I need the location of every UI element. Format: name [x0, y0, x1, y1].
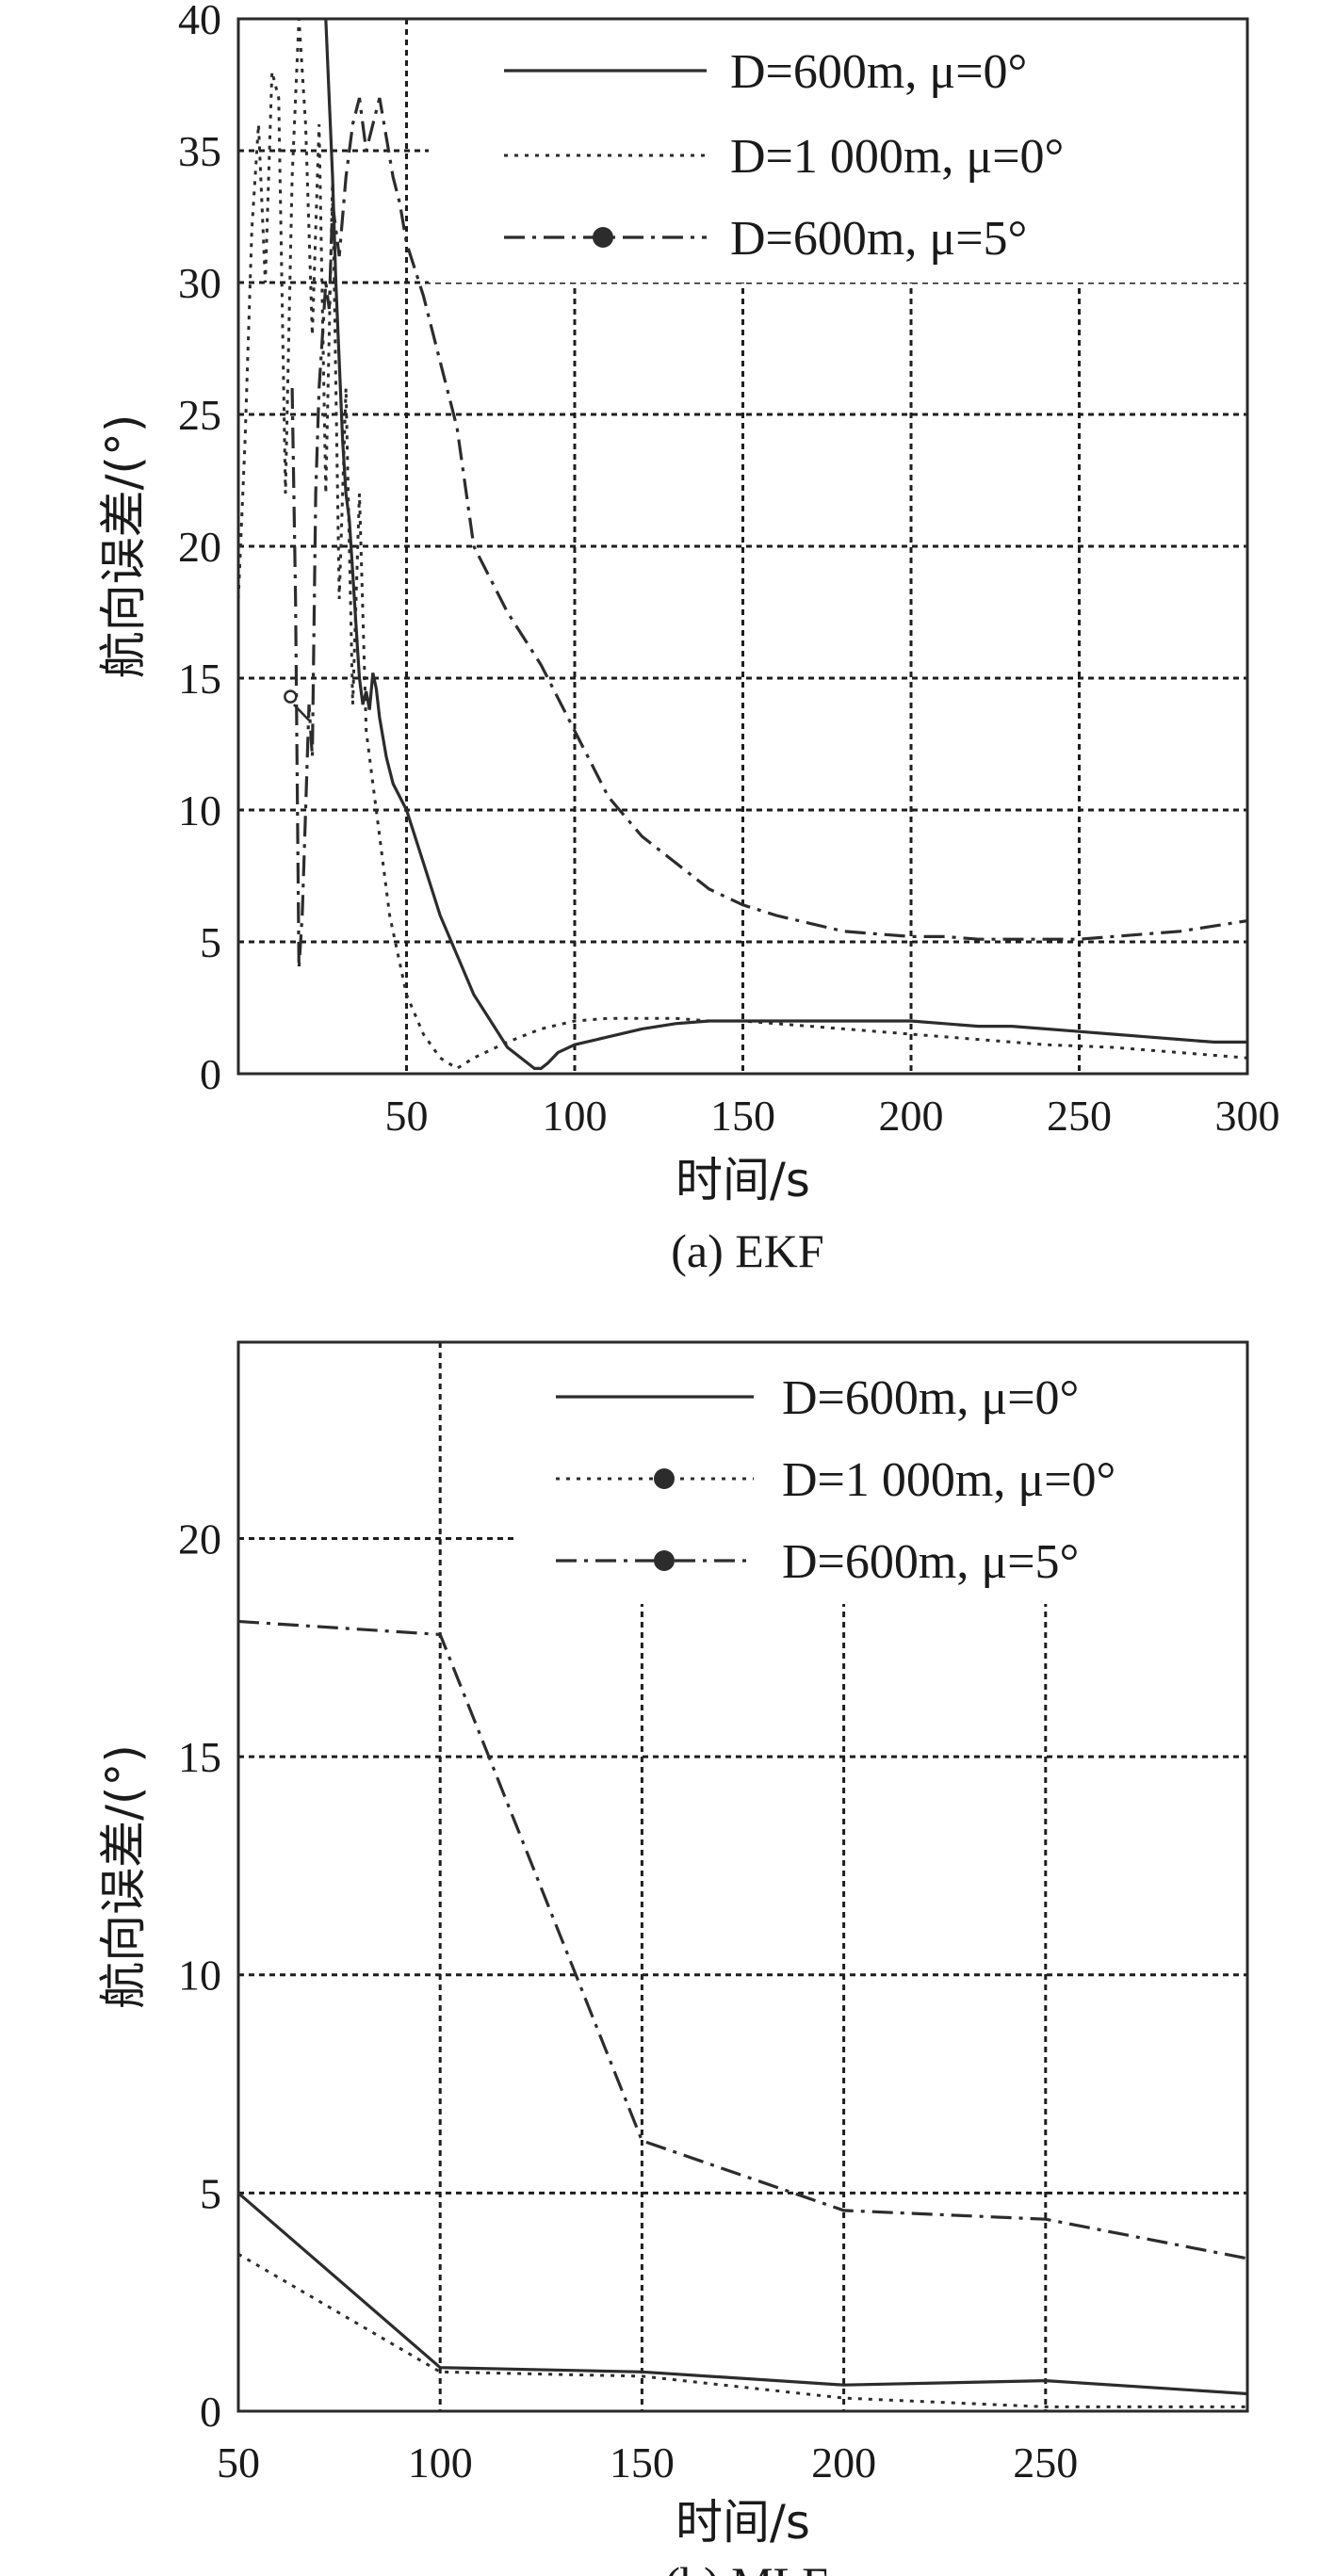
y-axis-label: 航向误差/(°)	[96, 1744, 151, 2009]
x-tick-label: 250	[1047, 1092, 1112, 1140]
x-tick-label: 300	[1215, 1092, 1280, 1140]
x-tick-label: 100	[408, 2438, 473, 2487]
legend: D=600m, μ=0° D=1 000m, μ=0° D=600m, μ=5°	[504, 45, 1064, 266]
legend-label: D=600m, μ=5°	[782, 1535, 1079, 1589]
y-tick-label: 25	[178, 391, 221, 439]
legend-item: D=600m, μ=5°	[504, 212, 1027, 266]
y-tick-label: 40	[178, 0, 221, 43]
series-line-solid	[324, 19, 1247, 1070]
series-line-dotted	[238, 19, 1247, 1071]
series-line-dash-dot	[290, 97, 1247, 969]
annotation-marker	[284, 689, 298, 704]
y-tick-label: 20	[178, 1515, 221, 1563]
y-tick-label: 35	[178, 127, 221, 175]
annotation-leader	[293, 704, 310, 721]
x-tick-label: 50	[385, 1092, 429, 1140]
chart-caption: (b) MLE	[664, 2557, 830, 2576]
legend: D=600m, μ=0° D=1 000m, μ=0° D=600m, μ=5°	[556, 1371, 1115, 1589]
legend-marker	[654, 1550, 675, 1571]
x-tick-label: 100	[543, 1092, 608, 1140]
y-tick-label: 0	[200, 1050, 221, 1098]
series-group	[238, 1619, 1247, 2408]
chart-mle: 50 100 150 200 250 0 5 10 15 20 时间/s 航向误差/(°) (b) ML…	[96, 1340, 1249, 2576]
x-tick-label: 50	[217, 2438, 260, 2487]
legend-item: D=600m, μ=0°	[504, 45, 1027, 99]
y-tick-label: 10	[178, 786, 221, 834]
y-tick-label: 15	[178, 655, 221, 703]
legend-label: D=600m, μ=0°	[730, 45, 1027, 99]
x-tick-label: 250	[1013, 2438, 1078, 2487]
legend-item: D=1 000m, μ=0°	[556, 1453, 1115, 1507]
y-tick-label: 5	[200, 918, 221, 966]
legend-label: D=1 000m, μ=0°	[730, 130, 1064, 184]
y-tick-label: 15	[178, 1733, 221, 1781]
x-axis-label: 时间/s	[676, 1153, 810, 1207]
legend-marker	[654, 1468, 675, 1489]
y-tick-label: 20	[178, 523, 221, 571]
series-line-dotted	[238, 2252, 1247, 2408]
y-tick-label: 10	[178, 1952, 221, 2000]
chart-caption: (a) EKF	[671, 1224, 823, 1277]
plot-frame	[236, 1340, 1249, 2413]
legend-label: D=600m, μ=5°	[730, 212, 1027, 266]
x-tick-label: 150	[710, 1092, 775, 1140]
chart-ekf: 50 100 150 200 250 300 0 5 10 15 20 25 30 35 40 时间/s 航向误…	[96, 0, 1280, 1277]
series-line-dash-dot	[238, 1619, 1247, 2260]
legend-item: D=600m, μ=5°	[556, 1535, 1079, 1589]
legend-item: D=600m, μ=0°	[556, 1371, 1079, 1425]
y-axis-label: 航向误差/(°)	[96, 414, 151, 679]
series-line-solid	[238, 2192, 1247, 2396]
legend-label: D=1 000m, μ=0°	[782, 1453, 1115, 1507]
plot-frame	[236, 17, 1249, 1076]
series-group	[238, 19, 1247, 1071]
x-axis-label: 时间/s	[676, 2495, 810, 2550]
legend-background	[429, 19, 1247, 283]
x-tick-label: 150	[610, 2438, 675, 2487]
y-tick-label: 5	[200, 2169, 221, 2217]
y-tick-label: 0	[200, 2388, 221, 2436]
x-tick-label: 200	[811, 2438, 876, 2487]
legend-marker	[593, 227, 613, 248]
legend-label: D=600m, μ=0°	[782, 1371, 1079, 1425]
y-tick-label: 30	[178, 259, 221, 307]
legend-item: D=1 000m, μ=0°	[504, 130, 1064, 184]
x-tick-label: 200	[879, 1092, 944, 1140]
